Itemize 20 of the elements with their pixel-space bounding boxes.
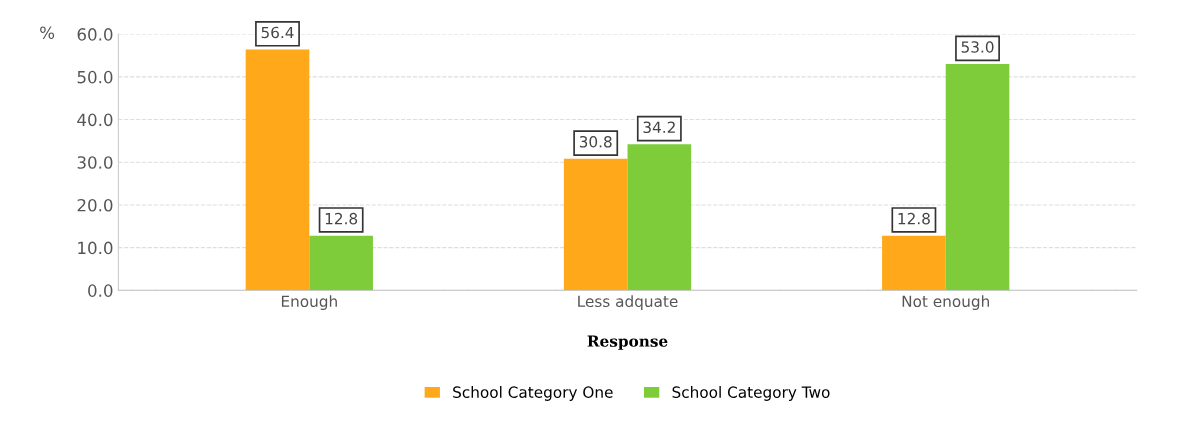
y-tick-label: 50.0 [77, 70, 113, 84]
data-label: 30.8 [579, 135, 612, 148]
data-label: 34.2 [643, 121, 675, 134]
x-tick-label: Enough [281, 295, 337, 311]
y-tick-label: 20.0 [77, 198, 113, 212]
x-axis-title: Response [587, 335, 668, 350]
y-axis-title: % [40, 26, 55, 39]
data-label: 12.8 [325, 212, 358, 225]
x-tick-label: Not enough [902, 295, 989, 311]
y-tick-label: 30.0 [77, 156, 113, 169]
legend-label: School Category Two [672, 386, 830, 401]
y-tick-label: 40.0 [77, 113, 113, 127]
legend-label: School Category One [453, 386, 613, 401]
data-label: 12.8 [898, 212, 930, 225]
y-tick-label: 0.0 [88, 284, 113, 297]
data-label: 53.0 [961, 41, 994, 53]
data-label: 56.4 [261, 26, 294, 39]
y-tick-label: 10.0 [78, 241, 113, 255]
x-tick-label: Less adquate [578, 295, 678, 311]
y-tick-label: 60.0 [77, 28, 113, 41]
